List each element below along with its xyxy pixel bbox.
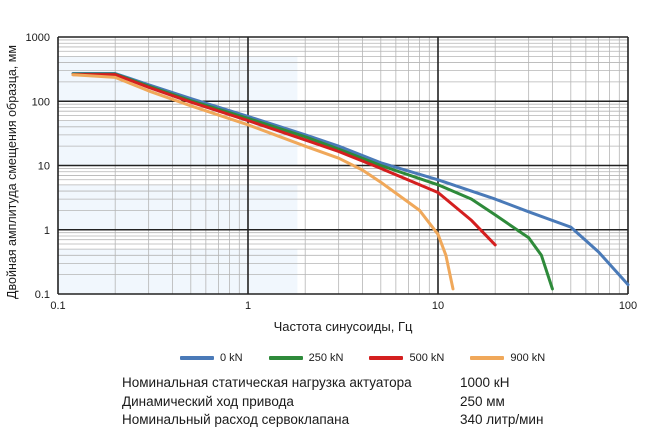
spec-label: Номинальный расход сервоклапана (122, 412, 350, 427)
spec-value: 250 мм (460, 393, 505, 409)
legend-item-500kn: 500 kN (369, 352, 444, 364)
legend-swatch (369, 356, 404, 360)
spec-row: Динамический ход привода 250 мм (122, 393, 590, 412)
legend-item-250kn: 250 kN (268, 352, 344, 364)
legend-label: 250 kN (308, 352, 344, 364)
x-tick-label: 10 (432, 300, 444, 312)
series-line-2 (71, 73, 497, 247)
legend-swatch (470, 356, 505, 360)
frequency-amplitude-chart: 0.1 1 10 100 0.1 1 10 100 1000 Частота синусоиды… (5, 32, 638, 334)
legend-swatch (268, 356, 303, 360)
x-tick-label: 1 (245, 300, 251, 312)
spec-value: 340 литр/мин (460, 412, 544, 427)
y-tick-label: 100 (32, 96, 50, 108)
decade-band (58, 249, 298, 294)
spec-value: 1000 кН (460, 375, 510, 390)
spec-label: Динамический ход привода (122, 393, 294, 409)
spec-label: Номинальная статическая нагрузка актуато… (122, 375, 412, 390)
spec-row: Номинальный расход сервоклапана 340 литр… (122, 411, 590, 430)
legend-label: 0 kN (220, 352, 243, 364)
chart-tick-labels: 0.1 1 10 100 0.1 1 10 100 1000 (26, 32, 638, 312)
y-tick-label: 1000 (26, 32, 50, 44)
decade-band (58, 184, 298, 230)
legend-label: 900 kN (510, 352, 546, 364)
legend-label: 500 kN (409, 352, 445, 364)
legend-item-0kn: 0 kN (180, 352, 243, 364)
legend-item-900kn: 900 kN (470, 352, 545, 364)
y-axis-label: Двойная амплитуда смещения образца, мм (5, 45, 19, 299)
specs-table: Номинальная статическая нагрузка актуато… (122, 374, 590, 430)
spec-row: Номинальная статическая нагрузка актуато… (122, 374, 590, 393)
legend-swatch (180, 356, 214, 360)
y-tick-label: 10 (38, 161, 50, 173)
chart-series-lines (71, 72, 630, 291)
x-tick-label: 100 (619, 300, 637, 312)
x-tick-label: 0.1 (50, 300, 65, 312)
series-line-3 (71, 73, 455, 291)
x-axis-label: Частота синусоиды, Гц (274, 319, 413, 334)
chart-legend: 0 kN 250 kN 500 kN 900 kN (180, 349, 545, 367)
decade-band (58, 120, 298, 166)
y-tick-label: 0.1 (35, 289, 50, 301)
y-tick-label: 1 (44, 225, 50, 237)
